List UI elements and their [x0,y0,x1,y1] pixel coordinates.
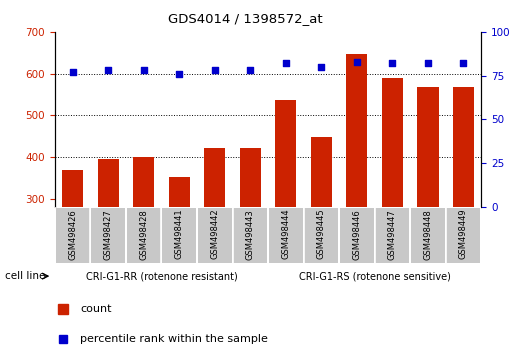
Text: GSM498442: GSM498442 [210,209,219,259]
Bar [62,170,83,207]
Text: cell line: cell line [5,271,46,281]
Point [246,68,255,73]
Bar [417,87,438,207]
Point [388,61,396,66]
Text: GSM498444: GSM498444 [281,209,290,259]
Text: GDS4014 / 1398572_at: GDS4014 / 1398572_at [168,12,323,25]
FancyBboxPatch shape [376,208,410,263]
Bar [346,53,368,207]
Bar [204,148,225,207]
FancyBboxPatch shape [304,208,338,263]
Text: GSM498445: GSM498445 [317,209,326,259]
Point [140,68,148,73]
Text: GSM498441: GSM498441 [175,209,184,259]
Bar [240,148,261,207]
FancyBboxPatch shape [55,208,90,263]
Text: count: count [81,304,112,314]
FancyBboxPatch shape [233,208,267,263]
Bar [97,159,119,207]
Text: GSM498428: GSM498428 [139,209,148,259]
Text: GSM498449: GSM498449 [459,209,468,259]
Bar [311,137,332,207]
Text: GSM498447: GSM498447 [388,209,397,259]
Point [211,68,219,73]
FancyBboxPatch shape [446,208,481,263]
Text: GSM498426: GSM498426 [68,209,77,259]
Point [104,68,112,73]
Bar [168,177,190,207]
Text: GSM498427: GSM498427 [104,209,112,259]
FancyBboxPatch shape [269,208,303,263]
Text: percentile rank within the sample: percentile rank within the sample [81,333,268,343]
Text: GSM498446: GSM498446 [353,209,361,259]
FancyBboxPatch shape [198,208,232,263]
Point [424,61,432,66]
Bar [382,78,403,207]
Point [459,61,468,66]
FancyBboxPatch shape [127,208,161,263]
FancyBboxPatch shape [340,208,374,263]
Text: CRI-G1-RR (rotenone resistant): CRI-G1-RR (rotenone resistant) [86,271,237,281]
Bar [453,87,474,207]
Point [281,61,290,66]
Point [353,59,361,64]
FancyBboxPatch shape [91,208,125,263]
Point [69,69,77,75]
FancyBboxPatch shape [162,208,196,263]
Bar [275,100,297,207]
Bar [133,157,154,207]
Text: GSM498448: GSM498448 [424,209,433,259]
Text: GSM498443: GSM498443 [246,209,255,259]
FancyBboxPatch shape [411,208,445,263]
Text: CRI-G1-RS (rotenone sensitive): CRI-G1-RS (rotenone sensitive) [299,271,450,281]
Point [175,71,184,77]
Point [317,64,325,70]
